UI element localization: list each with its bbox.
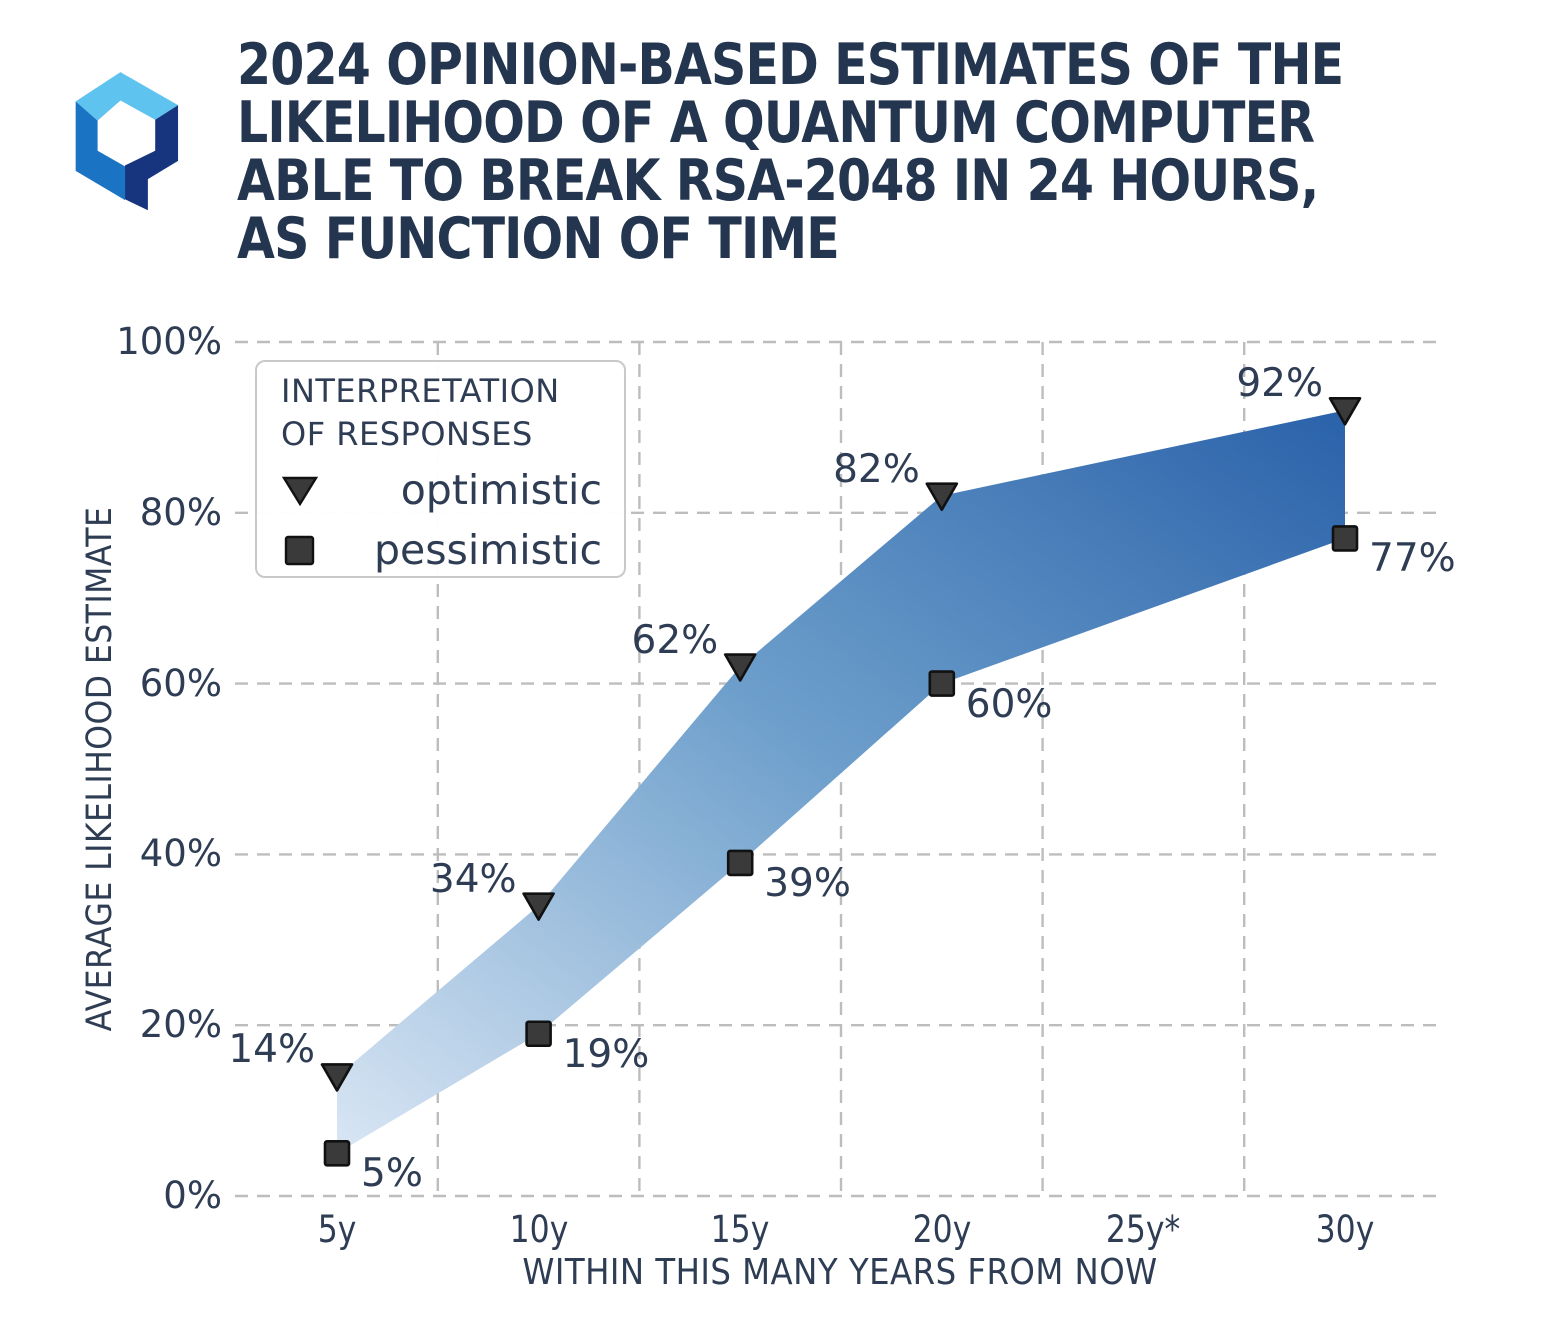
legend-item-label: optimistic [400, 465, 602, 514]
legend-item-pessimistic: pessimistic [281, 523, 602, 576]
page-title-line: ABLE TO BREAK RSA-2048 IN 24 HOURS, [237, 148, 1319, 214]
page-title: 2024 OPINION-BASED ESTIMATES OF THE LIKE… [237, 36, 1523, 268]
legend-item-label: pessimistic [373, 525, 602, 574]
optimistic-marker [723, 653, 757, 682]
estimate-band-fill [337, 410, 1345, 1154]
logo-right-face [125, 105, 179, 211]
legend-title: INTERPRETATION OF RESPONSES [281, 370, 602, 456]
square-icon [284, 535, 315, 565]
legend: INTERPRETATION OF RESPONSES optimistic p… [255, 360, 626, 578]
data-markers [320, 397, 1362, 1167]
logo-left-face [75, 101, 126, 201]
page-title-line: 2024 OPINION-BASED ESTIMATES OF THE [237, 32, 1344, 98]
y-axis-title: AVERAGE LIKELIHOOD ESTIMATE [80, 506, 120, 1032]
pessimistic-marker [525, 1020, 552, 1048]
page-title-line: LIKELIHOOD OF A QUANTUM COMPUTER [237, 90, 1315, 156]
logo-top-face [75, 72, 179, 121]
quantum-hexagon-logo [75, 72, 179, 211]
optimistic-marker [320, 1063, 354, 1092]
legend-title-line: OF RESPONSES [281, 415, 533, 453]
legend-item-optimistic: optimistic [281, 463, 602, 516]
x-axis-title: WITHIN THIS MANY YEARS FROM NOW [522, 1252, 1158, 1293]
page-title-line: AS FUNCTION OF TIME [237, 206, 840, 272]
pessimistic-marker [323, 1140, 351, 1167]
pessimistic-marker [928, 670, 956, 697]
legend-title-line: INTERPRETATION [281, 372, 560, 410]
optimistic-marker [1328, 397, 1362, 426]
triangle-down-icon [281, 476, 319, 506]
likelihood-band [337, 410, 1345, 1154]
pessimistic-marker [726, 849, 754, 877]
pessimistic-marker [1331, 525, 1359, 552]
optimistic-marker [522, 892, 555, 921]
optimistic-marker [925, 482, 959, 512]
